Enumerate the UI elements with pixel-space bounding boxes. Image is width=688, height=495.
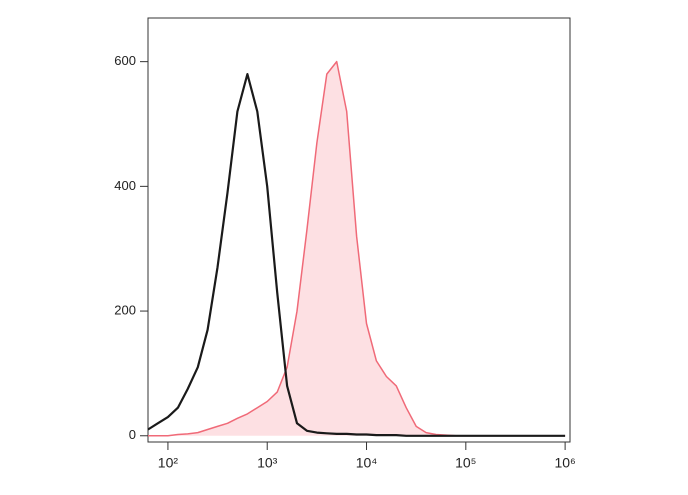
y-tick-label: 200 — [114, 302, 136, 317]
y-tick-label: 400 — [114, 178, 136, 193]
x-tick-label: 10³ — [257, 455, 278, 471]
area — [148, 61, 566, 436]
y-tick-label: 0 — [129, 427, 136, 442]
y-tick-label: 600 — [114, 53, 136, 68]
line — [147, 73, 566, 437]
x-tick-label: 10² — [158, 455, 179, 471]
plot-frame — [147, 17, 571, 443]
x-tick-label: 10⁴ — [356, 455, 378, 471]
x-tick-label: 10⁵ — [455, 455, 476, 471]
x-tick-label: 10⁶ — [554, 455, 575, 471]
